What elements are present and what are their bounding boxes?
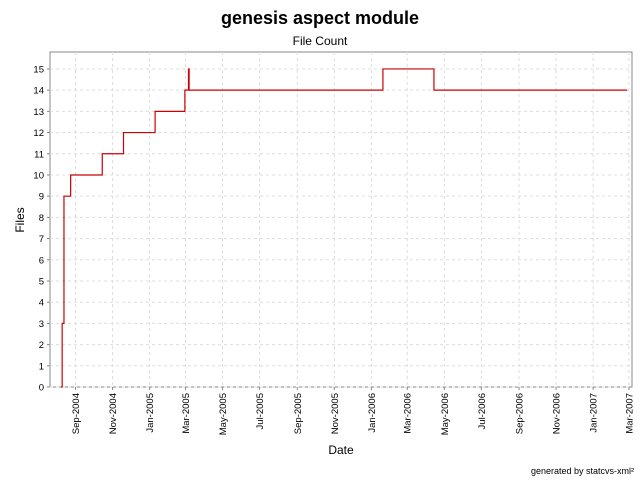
y-tick-label: 1 <box>39 361 44 372</box>
x-axis-label: Date <box>328 443 354 457</box>
y-tick-label: 8 <box>39 213 44 224</box>
y-tick-label: 7 <box>39 234 44 245</box>
y-tick-label: 6 <box>39 255 44 266</box>
y-tick-label: 11 <box>34 149 44 160</box>
x-tick-label: Nov-2004 <box>108 393 119 434</box>
y-tick-label: 0 <box>39 383 44 394</box>
series-line <box>60 68 628 388</box>
footer-credit: generated by statcvs-xml² <box>531 466 634 476</box>
grid <box>50 52 632 388</box>
x-tick-label: Mar-2005 <box>181 393 192 434</box>
plot-area <box>49 51 633 388</box>
chart-title: genesis aspect module <box>221 8 419 28</box>
y-tick-label: 2 <box>39 340 44 351</box>
x-tick-label: Mar-2006 <box>403 393 414 434</box>
x-tick-label: Jul-2006 <box>477 393 488 429</box>
y-tick-label: 12 <box>33 128 44 139</box>
y-axis-label: Files <box>13 207 27 232</box>
y-tick-label: 15 <box>33 64 44 75</box>
x-tick-label: Mar-2007 <box>624 393 635 434</box>
chart-subtitle: File Count <box>293 34 348 48</box>
y-tick-label: 13 <box>33 107 44 118</box>
y-tick-label: 14 <box>33 86 44 97</box>
series-layer <box>60 68 628 388</box>
y-tick-label: 3 <box>39 319 44 330</box>
x-tick-label: Nov-2005 <box>330 393 341 434</box>
y-tick-label: 5 <box>39 276 44 287</box>
x-tick-label: Jul-2005 <box>255 393 266 429</box>
x-axis: Sep-2004 Nov-2004 Jan-2005 Mar-2005 May-2005… <box>71 387 635 435</box>
x-tick-label: May-2005 <box>218 393 229 435</box>
y-tick-label: 9 <box>39 192 44 203</box>
x-tick-label: Nov-2006 <box>552 393 563 434</box>
x-tick-label: Sep-2005 <box>293 393 304 434</box>
x-tick-label: May-2006 <box>440 393 451 435</box>
x-tick-label: Jan-2005 <box>145 393 156 433</box>
x-tick-label: Jan-2007 <box>589 393 600 433</box>
y-tick-label: 4 <box>39 298 44 309</box>
y-tick-label: 10 <box>33 170 44 181</box>
x-tick-label: Jan-2006 <box>367 393 378 433</box>
x-tick-label: Sep-2004 <box>71 393 82 434</box>
x-tick-label: Sep-2006 <box>515 393 526 434</box>
